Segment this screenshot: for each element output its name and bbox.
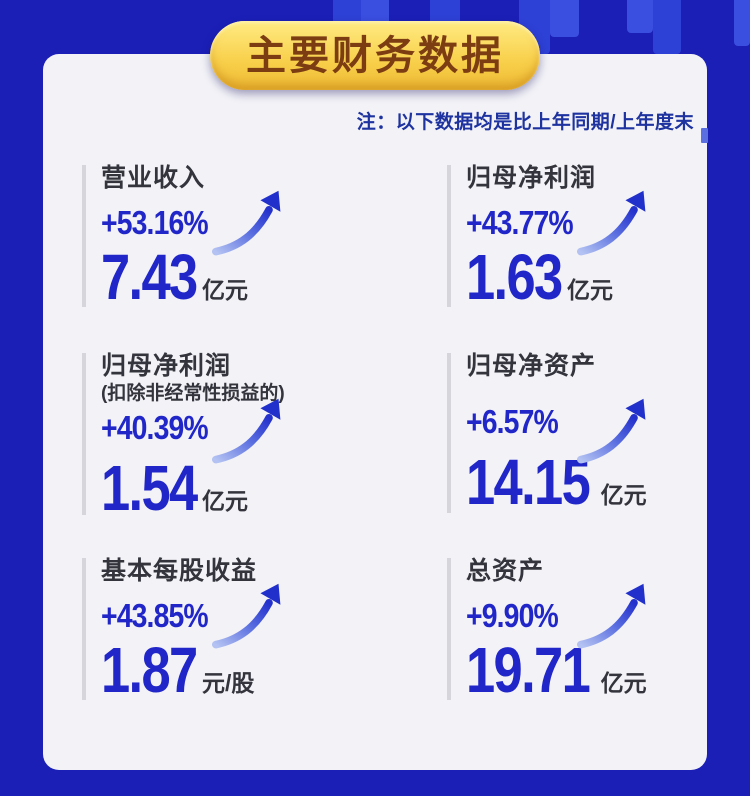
metric-unit: 亿元 xyxy=(201,277,248,303)
trend-up-arrow-icon xyxy=(577,398,646,464)
decor-bar xyxy=(550,0,579,37)
metric-label: 营业收入 xyxy=(101,164,206,192)
trend-up-arrow-icon xyxy=(212,190,281,256)
metric-label: 基本每股收益 xyxy=(101,557,258,585)
metric-sublabel: (扣除非经常性损益的) xyxy=(101,383,285,404)
content-panel: 注：以下数据均是比上年同期/上年度末 营业收入 +53.16% 7.43 亿元 … xyxy=(43,54,707,770)
trend-up-arrow-icon xyxy=(577,583,646,649)
metric-value: 19.71 xyxy=(466,634,591,706)
metric-card-net-profit: 归母净利润 +43.77% 1.63 亿元 xyxy=(447,164,747,313)
decor-bar xyxy=(734,0,750,46)
metric-value: 1.54 xyxy=(101,452,198,524)
note-text: 注：以下数据均是比上年同期/上年度末 xyxy=(356,112,694,133)
metric-unit: 元/股 xyxy=(201,670,255,696)
metric-card-revenue: 营业收入 +53.16% 7.43 亿元 xyxy=(82,164,382,313)
metric-label: 归母净利润 xyxy=(466,164,597,192)
trend-up-arrow-icon xyxy=(212,583,281,649)
decor-bar xyxy=(653,0,681,54)
trend-up-arrow-icon xyxy=(212,398,281,464)
metric-unit: 亿元 xyxy=(201,488,248,514)
metric-change: +53.16% xyxy=(101,204,209,241)
metric-value: 1.87 xyxy=(101,634,198,706)
metric-unit: 亿元 xyxy=(600,482,647,508)
metric-card-net-profit-deducted: 归母净利润 (扣除非经常性损益的) +40.39% 1.54 亿元 xyxy=(82,352,382,524)
metric-change: +43.85% xyxy=(101,597,209,634)
decor-bar xyxy=(627,0,653,33)
metric-unit: 亿元 xyxy=(566,277,613,303)
page-title-pill: 主要财务数据 xyxy=(210,21,540,90)
decor-edge-tab xyxy=(701,128,708,143)
trend-up-arrow-icon xyxy=(577,190,646,256)
metric-change: +9.90% xyxy=(466,597,559,634)
metric-card-total-assets: 总资产 +9.90% 19.71 亿元 xyxy=(447,557,747,706)
metric-label: 归母净资产 xyxy=(466,352,597,380)
metric-change: +6.57% xyxy=(466,403,559,440)
metric-card-net-assets: 归母净资产 +6.57% 14.15 亿元 xyxy=(447,352,747,518)
metric-label: 总资产 xyxy=(466,557,545,585)
metric-label: 归母净利润 xyxy=(101,352,232,380)
metric-change: +40.39% xyxy=(101,409,209,446)
page-title: 主要财务数据 xyxy=(246,33,504,78)
metric-value: 14.15 xyxy=(466,446,591,518)
metric-value: 7.43 xyxy=(101,241,198,313)
metric-unit: 亿元 xyxy=(600,670,647,696)
metric-card-eps: 基本每股收益 +43.85% 1.87 元/股 xyxy=(82,557,382,706)
metric-change: +43.77% xyxy=(466,204,574,241)
metric-value: 1.63 xyxy=(466,241,563,313)
